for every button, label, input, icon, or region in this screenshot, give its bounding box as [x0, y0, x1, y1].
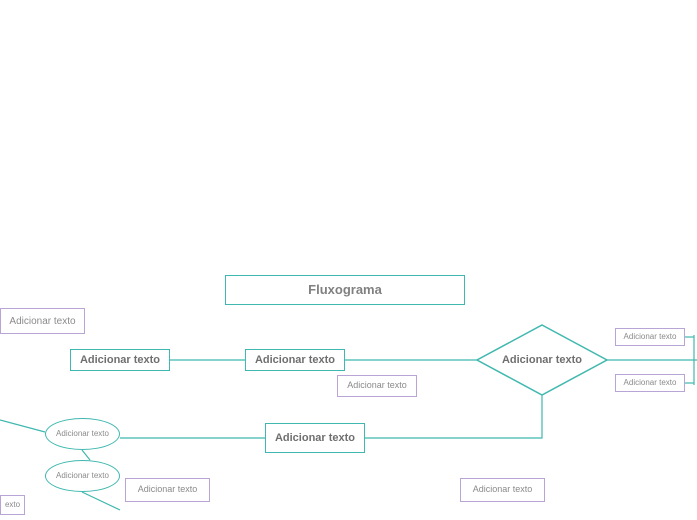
node-r1[interactable]: Adicionar texto	[615, 328, 685, 346]
edge	[82, 492, 120, 510]
node-ell2[interactable]: Adicionar texto	[45, 460, 120, 492]
node-midBox2[interactable]: Adicionar texto	[265, 423, 365, 453]
node-ell1[interactable]: Adicionar texto	[45, 418, 120, 450]
node-belowMid[interactable]: Adicionar texto	[337, 375, 417, 397]
node-purBR[interactable]: Adicionar texto	[460, 478, 545, 502]
edge	[0, 420, 45, 432]
node-r2[interactable]: Adicionar texto	[615, 374, 685, 392]
node-midBox[interactable]: Adicionar texto	[245, 349, 345, 371]
edge	[82, 450, 90, 460]
node-smallBL[interactable]: exto	[0, 495, 25, 515]
node-title[interactable]: Fluxograma	[225, 275, 465, 305]
node-leftBox[interactable]: Adicionar texto	[70, 349, 170, 371]
node-topSmall[interactable]: Adicionar texto	[0, 308, 85, 334]
edge	[365, 395, 542, 438]
node-diamond-label[interactable]: Adicionar texto	[477, 325, 607, 395]
node-purBL[interactable]: Adicionar texto	[125, 478, 210, 502]
